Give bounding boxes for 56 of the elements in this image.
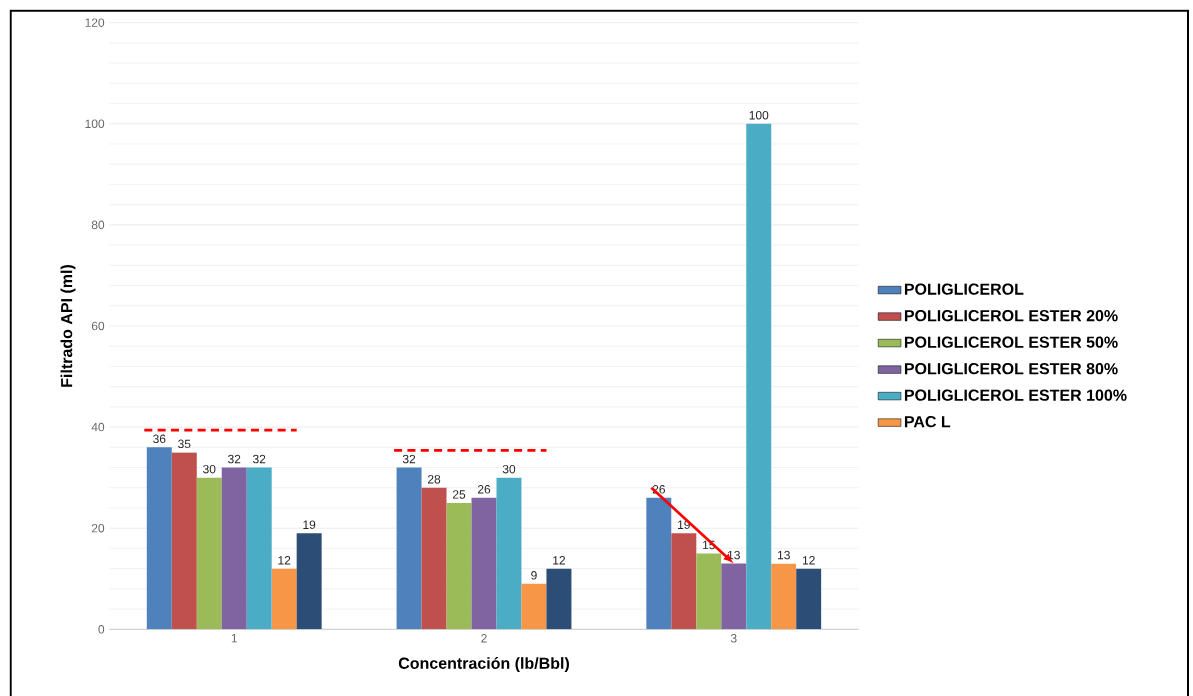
bar	[696, 553, 722, 630]
bar	[421, 487, 447, 630]
y-tick-label: 120	[85, 18, 105, 27]
bar	[296, 533, 322, 630]
bar	[171, 452, 197, 630]
data-label: 32	[228, 454, 241, 464]
data-label: 12	[802, 556, 815, 565]
data-label: 9	[531, 571, 537, 580]
data-label: 32	[402, 454, 416, 464]
x-axis-title: Concentración (lb/Bbl)	[398, 657, 569, 673]
legend-label: POLIGLICEROL ESTER 100%	[904, 389, 1127, 401]
data-label: 100	[749, 111, 769, 120]
data-label: 12	[553, 556, 565, 565]
bar	[471, 497, 497, 630]
data-label: 26	[477, 485, 491, 494]
y-tick-label: 80	[91, 220, 105, 230]
bar	[246, 467, 272, 630]
y-tick-label: 60	[91, 321, 105, 331]
legend-label: POLIGLICEROL	[904, 283, 1024, 295]
x-tick-label: 3	[730, 634, 737, 643]
data-label: 19	[303, 520, 316, 530]
legend-label: POLIGLICEROL ESTER 80%	[904, 363, 1118, 375]
y-tick-label: 100	[85, 119, 105, 129]
data-label: 30	[502, 464, 516, 474]
bar	[221, 467, 247, 630]
x-tick-label: 1	[231, 634, 237, 643]
bar	[721, 563, 747, 630]
bar	[146, 447, 172, 630]
bar	[771, 563, 797, 630]
data-label: 32	[252, 454, 266, 464]
bar	[496, 477, 522, 630]
legend-label: POLIGLICEROL ESTER 20%	[904, 309, 1118, 322]
y-tick-label: 20	[91, 523, 105, 533]
data-label: 12	[278, 556, 291, 565]
x-tick-label: 2	[481, 634, 487, 643]
bar	[746, 123, 772, 630]
bar	[196, 477, 222, 630]
data-label: 36	[153, 434, 166, 444]
data-label: 28	[427, 474, 441, 484]
data-label: 13	[777, 550, 790, 560]
y-axis-title: Filtrado API (ml)	[60, 265, 76, 387]
bar	[671, 533, 697, 630]
y-tick-label: 0	[98, 625, 105, 634]
bar	[796, 568, 822, 630]
legend-label: POLIGLICEROL ESTER 50%	[904, 336, 1118, 348]
bar	[446, 502, 472, 630]
data-label: 25	[452, 490, 466, 499]
bar	[546, 568, 572, 630]
bar	[396, 467, 422, 630]
bar	[521, 583, 547, 630]
data-label: 30	[203, 464, 216, 474]
y-tick-label: 40	[91, 422, 105, 432]
legend-label: PAC L	[904, 416, 951, 428]
data-label: 35	[178, 439, 191, 449]
bar	[271, 568, 297, 630]
bar	[646, 497, 672, 630]
